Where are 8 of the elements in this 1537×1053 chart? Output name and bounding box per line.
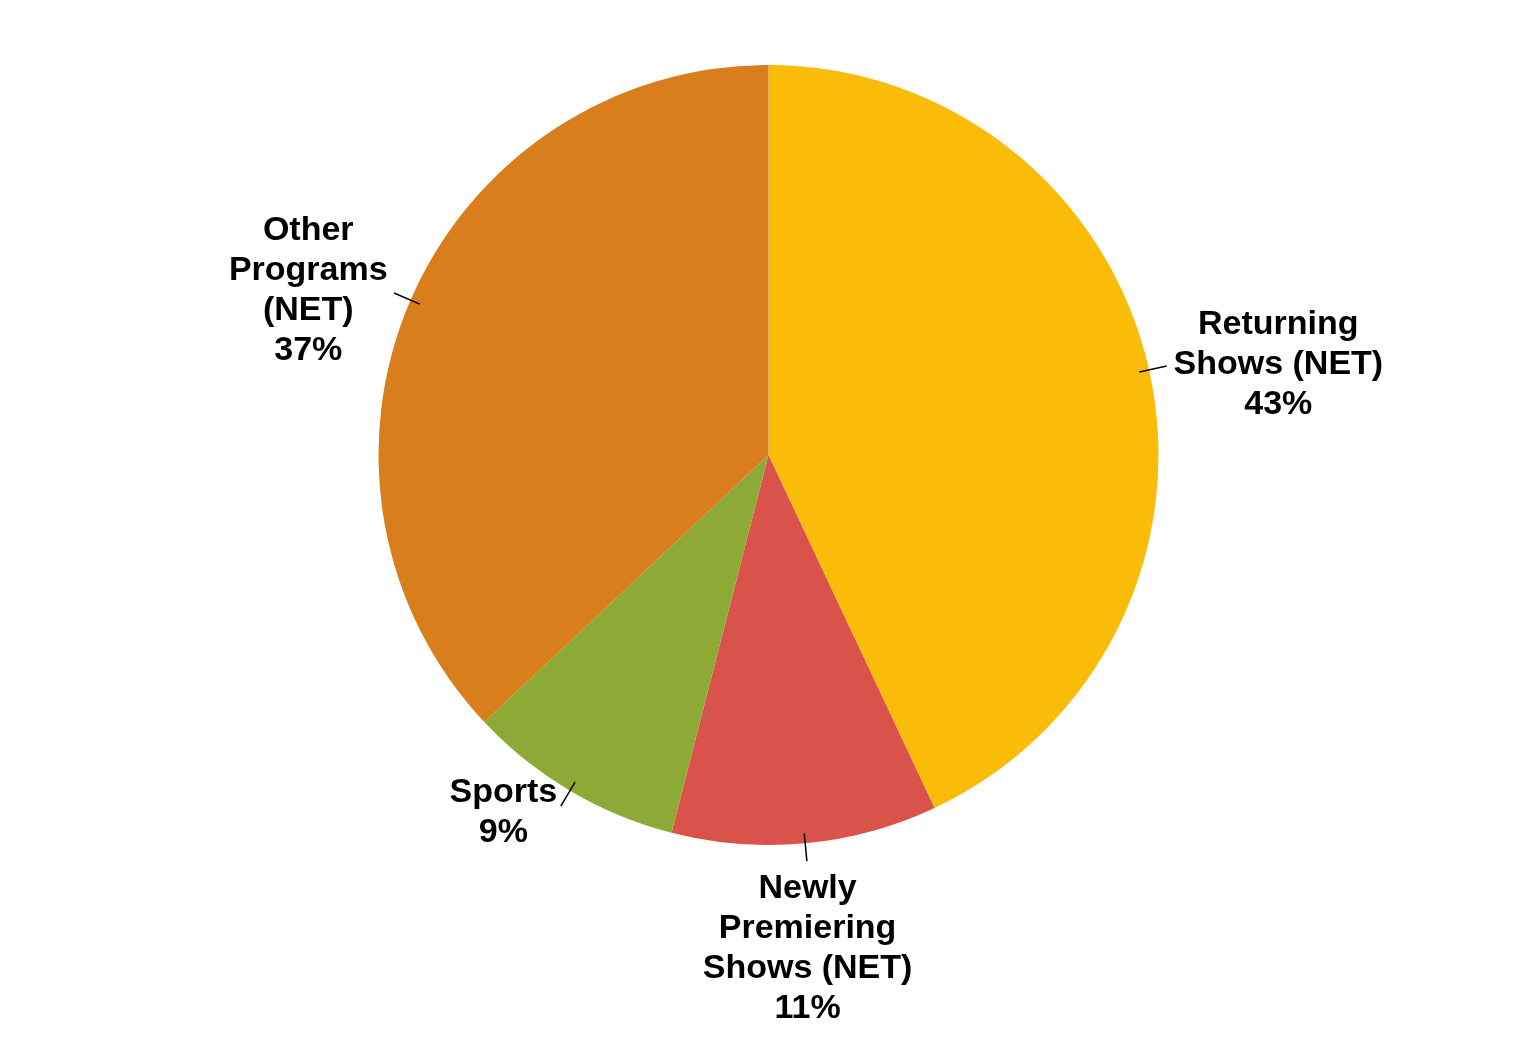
slice-label: Other Programs (NET) <box>228 208 388 327</box>
data-label: 9% <box>478 810 528 849</box>
data-label: 37% <box>274 328 343 367</box>
data-label: 43% <box>1244 382 1313 421</box>
data-label: 11% <box>774 986 841 1025</box>
slice-label: Sports <box>449 770 558 809</box>
slice-label: Newly Premiering Shows (NET) <box>702 866 913 985</box>
slice-label: Returning Shows (NET) <box>1173 302 1384 381</box>
